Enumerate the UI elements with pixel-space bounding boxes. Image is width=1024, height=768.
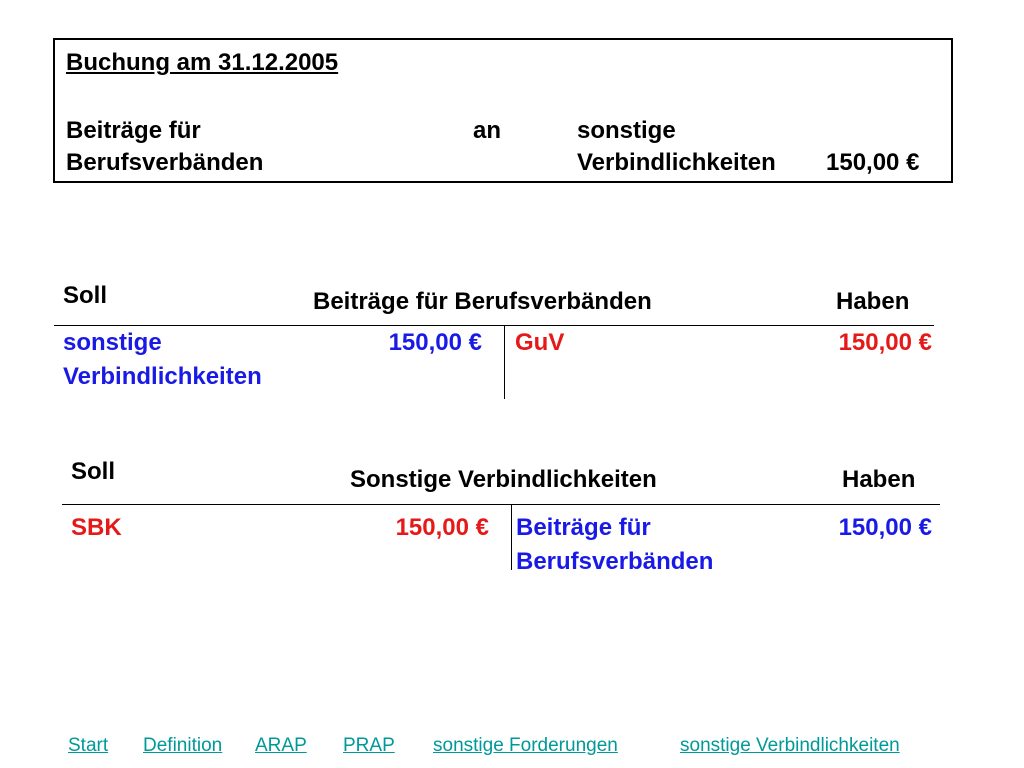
booking-debit-line1: Beiträge für (66, 117, 201, 144)
account-title: Sonstige Verbindlichkeiten (350, 466, 657, 493)
debit-entry-line1: sonstige (63, 329, 162, 356)
nav-link-sonstige-forderungen[interactable]: sonstige Forderungen (433, 735, 618, 756)
nav-link-arap[interactable]: ARAP (255, 735, 307, 756)
booking-debit-line2: Berufsverbänden (66, 149, 264, 176)
t-vertical-line (504, 325, 505, 399)
haben-label: Haben (842, 466, 916, 493)
soll-label: Soll (71, 458, 116, 485)
booking-box: Buchung am 31.12.2005 Beiträge für Beruf… (53, 38, 953, 183)
credit-amount: 150,00 € (838, 514, 932, 541)
credit-entry-line1: Beiträge für (516, 514, 651, 541)
debit-amount: 150,00 € (395, 514, 489, 541)
debit-entry-line2: Verbindlichkeiten (63, 363, 262, 390)
t-horizontal-line (62, 504, 940, 505)
t-horizontal-line (54, 325, 934, 326)
booking-credit-line2: Verbindlichkeiten (577, 149, 776, 176)
booking-amount: 150,00 € (826, 149, 920, 176)
soll-label: Soll (63, 282, 108, 309)
credit-entry-line2: Berufsverbänden (516, 548, 714, 575)
nav-link-prap[interactable]: PRAP (343, 735, 395, 756)
haben-label: Haben (836, 288, 910, 315)
credit-amount: 150,00 € (838, 329, 932, 356)
debit-amount: 150,00 € (388, 329, 482, 356)
booking-title: Buchung am 31.12.2005 (66, 49, 339, 76)
account-title: Beiträge für Berufsverbänden (313, 288, 652, 315)
nav-link-start[interactable]: Start (68, 735, 109, 756)
t-vertical-line (511, 504, 512, 570)
booking-credit-line1: sonstige (577, 117, 676, 144)
nav-link-sonstige-verbindlichkeiten[interactable]: sonstige Verbindlichkeiten (680, 735, 900, 756)
credit-entry: GuV (515, 329, 565, 356)
nav-link-definition[interactable]: Definition (143, 735, 223, 756)
debit-entry: SBK (71, 514, 122, 541)
booking-connector: an (473, 117, 502, 144)
